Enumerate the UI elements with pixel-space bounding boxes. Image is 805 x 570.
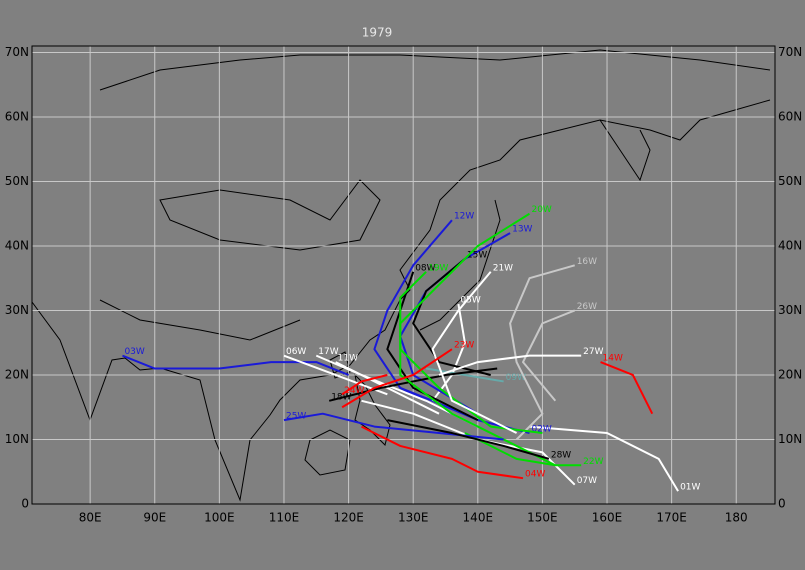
storm-track <box>529 425 679 492</box>
y-tick-label: 40N <box>5 238 29 252</box>
y-tick-label: 50N <box>778 174 802 188</box>
storm-label: 16W <box>577 257 597 267</box>
storm-track <box>361 425 524 480</box>
coastline <box>31 99 771 502</box>
x-tick-label: 90E <box>143 511 166 525</box>
storm-label: 17W <box>318 347 338 357</box>
y-tick-label: 50N <box>5 174 29 188</box>
storm-label: 28W <box>551 450 571 460</box>
coastline <box>304 429 351 476</box>
storm-label: 18W <box>331 392 351 402</box>
storm-label: 21W <box>493 263 513 273</box>
storm-label: 08W <box>415 263 435 273</box>
storm-label: 11W <box>338 354 358 364</box>
coastlines <box>31 49 771 502</box>
storm-track <box>522 309 576 402</box>
y-tick-label: 20N <box>5 367 29 381</box>
storm-track <box>399 212 556 467</box>
storm-label: 12W <box>454 212 474 222</box>
y-tick-label: 20N <box>778 367 802 381</box>
storm-label: 04W <box>525 470 545 480</box>
y-tick-label: 70N <box>5 45 29 59</box>
border <box>159 179 381 251</box>
y-tick-label: 60N <box>5 109 29 123</box>
storm-track <box>438 354 582 376</box>
y-tick-label: 10N <box>5 432 29 446</box>
coastline <box>419 199 501 331</box>
storm-label: 15W <box>467 250 487 260</box>
coastline <box>599 119 651 182</box>
y-tick-label: 10N <box>778 432 802 446</box>
frame <box>31 45 776 505</box>
x-tick-label: 130E <box>398 511 429 525</box>
storm-track <box>412 258 491 376</box>
x-tick-label: 180 <box>725 511 748 525</box>
storm-track <box>341 348 453 409</box>
coastline <box>329 351 351 379</box>
storm-track <box>373 219 479 428</box>
y-tick-label: 0 <box>778 497 786 511</box>
storm-track <box>464 432 582 467</box>
storm-track <box>399 232 511 415</box>
x-tick-label: 110E <box>269 511 300 525</box>
x-tick-label: 100E <box>204 511 235 525</box>
storm-label: 26W <box>577 302 597 312</box>
storm-track <box>386 271 479 422</box>
storm-label: 25W <box>286 412 306 422</box>
x-tick-label: 140E <box>463 511 494 525</box>
x-tick-label: 150E <box>527 511 558 525</box>
storm-label: 07W <box>577 476 597 486</box>
border <box>99 299 301 341</box>
y-tick-label: 70N <box>778 45 802 59</box>
storm-label: 13W <box>512 225 532 235</box>
storm-label: 02W <box>531 425 551 435</box>
storm-label: 19W <box>428 263 448 273</box>
coastline <box>99 49 771 91</box>
storm-label: 06W <box>286 347 306 357</box>
storm-track <box>431 303 466 402</box>
y-tick-label: 30N <box>5 303 29 317</box>
storm-label: 01W <box>680 483 700 493</box>
storm-label: 03W <box>124 347 144 357</box>
storm-track <box>341 374 388 396</box>
x-tick-label: 170E <box>656 511 687 525</box>
storm-track <box>283 354 388 396</box>
map-title: 1979 <box>362 26 393 40</box>
storm-track <box>431 271 518 434</box>
y-tick-label: 40N <box>778 238 802 252</box>
storm-track <box>600 361 654 415</box>
storm-track <box>509 264 575 441</box>
storm-label: 20W <box>531 205 551 215</box>
storm-label: 27W <box>583 347 603 357</box>
x-tick-label: 120E <box>333 511 364 525</box>
storm-label: 14W <box>603 354 623 364</box>
storm-label: 09W <box>506 373 526 383</box>
storm-label: 24W <box>344 386 364 396</box>
storm-label: 22W <box>583 457 603 467</box>
storm-label: 05W <box>460 296 480 306</box>
storm-track <box>328 367 498 402</box>
y-tick-label: 60N <box>778 109 802 123</box>
storm-label: 23W <box>454 341 474 351</box>
y-tick-label: 0 <box>21 497 29 511</box>
x-tick-label: 80E <box>79 511 102 525</box>
storm-track <box>387 419 550 460</box>
storm-track <box>425 367 504 383</box>
y-tick-label: 30N <box>778 303 802 317</box>
storm-track <box>399 271 543 435</box>
storm-track <box>122 354 349 376</box>
x-tick-label: 160E <box>592 511 623 525</box>
